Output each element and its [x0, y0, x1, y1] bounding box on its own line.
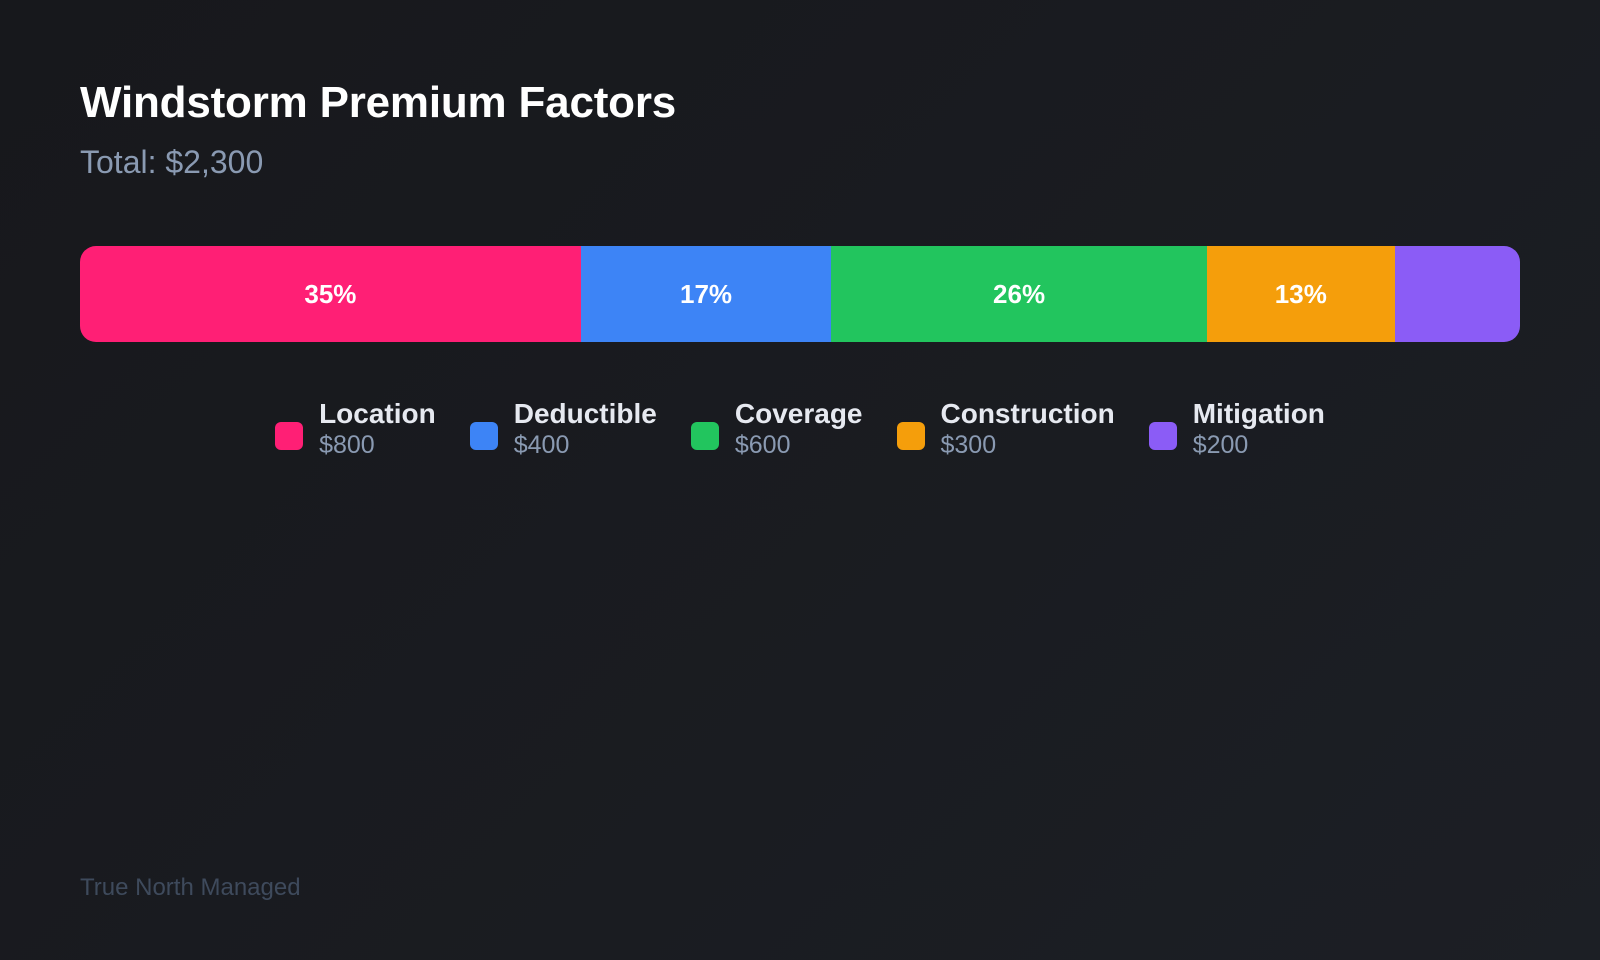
segment-percent: 13%: [1274, 278, 1327, 309]
legend-item-coverage[interactable]: Coverage $600: [690, 398, 863, 460]
segment-mitigation[interactable]: [1394, 246, 1520, 342]
color-swatch-icon: [1148, 422, 1177, 450]
segment-percent: 17%: [680, 278, 733, 309]
legend-value: $800: [319, 431, 375, 459]
legend-label: Coverage: [734, 398, 863, 429]
legend-value: $600: [734, 431, 791, 459]
legend-label: Deductible: [513, 398, 657, 429]
segment-percent: 35%: [304, 278, 357, 309]
color-swatch-icon: [469, 422, 498, 450]
segment-coverage[interactable]: 26%: [831, 246, 1207, 342]
segment-deductible[interactable]: 17%: [580, 246, 832, 342]
legend-value: $300: [940, 431, 997, 459]
total-label: Total: $2,300: [80, 144, 264, 180]
chart-title: Windstorm Premium Factors: [80, 78, 677, 127]
legend-item-construction[interactable]: Construction $300: [896, 398, 1115, 460]
stacked-bar: 35% 17% 26% 13%: [80, 246, 1520, 342]
legend-label: Mitigation: [1192, 398, 1325, 429]
legend-value: $200: [1192, 431, 1249, 459]
legend-label: Location: [319, 398, 436, 429]
segment-location[interactable]: 35%: [80, 246, 581, 342]
segment-construction[interactable]: 13%: [1206, 246, 1395, 342]
color-swatch-icon: [896, 422, 925, 450]
footer-brand: True North Managed: [80, 874, 301, 901]
color-swatch-icon: [690, 422, 719, 450]
legend-item-deductible[interactable]: Deductible $400: [469, 398, 657, 460]
legend: Location $800 Deductible $400 Coverage $…: [0, 398, 1600, 460]
legend-label: Construction: [940, 398, 1115, 429]
legend-value: $400: [513, 431, 570, 459]
segment-percent: 26%: [993, 278, 1046, 309]
color-swatch-icon: [275, 422, 304, 450]
legend-item-mitigation[interactable]: Mitigation $200: [1148, 398, 1325, 460]
legend-item-location[interactable]: Location $800: [275, 398, 436, 460]
